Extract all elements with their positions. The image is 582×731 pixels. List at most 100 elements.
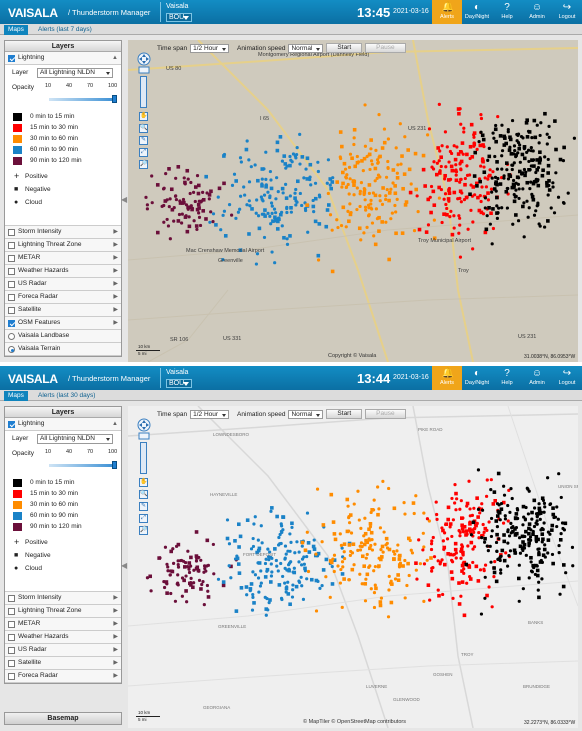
layer-checkbox[interactable] [8, 608, 15, 615]
extent-tool-icon[interactable]: ⤢ [139, 148, 148, 157]
pan-control-icon[interactable] [137, 418, 151, 440]
layer-checkbox[interactable] [8, 229, 15, 236]
admin-button[interactable]: ☺ Admin [522, 0, 552, 24]
layer-row[interactable]: US Radar ▶ [5, 278, 121, 291]
tab-alerts[interactable]: Alerts (last 7 days) [38, 26, 92, 33]
start-button[interactable]: Start [326, 43, 363, 53]
time-span-select[interactable]: 1/2 Hour [190, 43, 230, 53]
chevron-up-icon[interactable]: ▲ [112, 55, 118, 61]
layer-row[interactable]: Foreca Radar ▶ [5, 291, 121, 304]
lightning-checkbox[interactable] [8, 421, 15, 428]
chevron-right-icon[interactable]: ▶ [113, 320, 118, 326]
zoom-box-tool-icon[interactable]: 🔎 [139, 526, 148, 535]
chevron-right-icon[interactable]: ▶ [113, 242, 118, 248]
tab-maps[interactable]: Maps [4, 391, 28, 401]
pause-button[interactable]: Pause [365, 43, 406, 53]
layer-checkbox[interactable] [8, 595, 15, 602]
logout-button[interactable]: ↪ Logout [552, 366, 582, 390]
chevron-right-icon[interactable]: ▶ [113, 255, 118, 261]
pan-control-icon[interactable] [137, 52, 151, 74]
layer-row[interactable]: Storm Intensity ▶ [5, 226, 121, 239]
layer-row[interactable]: METAR ▶ [5, 252, 121, 265]
layer-checkbox[interactable] [8, 255, 15, 262]
layer-checkbox[interactable] [8, 268, 15, 275]
layer-row[interactable]: Satellite ▶ [5, 657, 121, 670]
chevron-right-icon[interactable]: ▶ [113, 294, 118, 300]
zoom-bar[interactable] [140, 76, 147, 108]
opacity-slider[interactable] [49, 95, 117, 103]
layer-checkbox[interactable] [8, 660, 15, 667]
alerts-button[interactable]: 🔔 Alerts [432, 0, 462, 24]
basemap-radio[interactable] [8, 346, 15, 353]
layer-row[interactable]: Lightning Threat Zone ▶ [5, 605, 121, 618]
layer-row[interactable]: Lightning Threat Zone ▶ [5, 239, 121, 252]
basemap-header[interactable]: Basemap [4, 712, 122, 725]
layer-checkbox[interactable] [8, 634, 15, 641]
start-button[interactable]: Start [326, 409, 363, 419]
layer-checkbox[interactable] [8, 242, 15, 249]
map-view[interactable]: US 80 Montgomery Regional Airport (Dannel… [128, 40, 578, 362]
basemap-radio[interactable] [8, 333, 15, 340]
logout-button[interactable]: ↪ Logout [552, 0, 582, 24]
extent-tool-icon[interactable]: ⤢ [139, 514, 148, 523]
chevron-up-icon[interactable]: ▲ [112, 421, 118, 427]
layer-checkbox[interactable] [8, 294, 15, 301]
opacity-slider[interactable] [49, 461, 117, 469]
help-button[interactable]: ? Help [492, 366, 522, 390]
collapse-sidebar-icon[interactable]: ◀ [121, 195, 128, 204]
layer-checkbox[interactable] [8, 320, 15, 327]
zoom-bar[interactable] [140, 442, 147, 474]
chevron-right-icon[interactable]: ▶ [113, 229, 118, 235]
layer-checkbox[interactable] [8, 673, 15, 680]
opacity-slider-handle[interactable] [112, 461, 117, 469]
site-select[interactable]: BOU [166, 379, 192, 388]
layer-select[interactable]: All Lightning NLDN [37, 434, 113, 444]
layer-checkbox[interactable] [8, 307, 15, 314]
zoom-box-tool-icon[interactable]: 🔎 [139, 160, 148, 169]
layer-row[interactable]: Weather Hazards ▶ [5, 265, 121, 278]
measure-tool-icon[interactable]: ✎ [139, 136, 148, 145]
chevron-right-icon[interactable]: ▶ [113, 268, 118, 274]
layer-row[interactable]: Foreca Radar ▶ [5, 670, 121, 683]
lightning-checkbox[interactable] [8, 55, 15, 62]
time-span-select[interactable]: 1/2 Hour [190, 409, 230, 419]
pan-arrows-icon[interactable] [137, 418, 151, 440]
layer-checkbox[interactable] [8, 281, 15, 288]
alerts-button[interactable]: 🔔 Alerts [432, 366, 462, 390]
animation-speed-select[interactable]: Normal [288, 43, 324, 53]
map-view[interactable]: LOWNDESBORO PIKE ROAD HAYNEVILLE FORT DEPOS… [128, 406, 578, 728]
chevron-right-icon[interactable]: ▶ [113, 608, 118, 614]
help-button[interactable]: ? Help [492, 0, 522, 24]
animation-speed-select[interactable]: Normal [288, 409, 324, 419]
chevron-right-icon[interactable]: ▶ [113, 673, 118, 679]
opacity-slider-handle[interactable] [112, 95, 117, 103]
layer-row[interactable]: US Radar ▶ [5, 644, 121, 657]
chevron-right-icon[interactable]: ▶ [113, 621, 118, 627]
chevron-right-icon[interactable]: ▶ [113, 595, 118, 601]
site-select[interactable]: BOU [166, 13, 192, 22]
collapse-sidebar-icon[interactable]: ◀ [121, 561, 128, 570]
layer-row[interactable]: METAR ▶ [5, 618, 121, 631]
layer-row[interactable]: OSM Features ▶ [5, 317, 121, 330]
tab-alerts[interactable]: Alerts (last 30 days) [38, 392, 96, 399]
pan-tool-icon[interactable]: ✋ [139, 478, 148, 487]
day-night-button[interactable]: ◐ Day/Night [462, 366, 492, 390]
pause-button[interactable]: Pause [365, 409, 406, 419]
layer-select[interactable]: All Lightning NLDN [37, 68, 113, 78]
layer-checkbox[interactable] [8, 621, 15, 628]
chevron-right-icon[interactable]: ▶ [113, 660, 118, 666]
layer-checkbox[interactable] [8, 647, 15, 654]
admin-button[interactable]: ☺ Admin [522, 366, 552, 390]
zoom-in-tool-icon[interactable]: 🔍 [139, 490, 148, 499]
layer-row-lightning[interactable]: Lightning ▲ [5, 418, 121, 431]
tab-maps[interactable]: Maps [4, 25, 28, 35]
layer-row[interactable]: Vaisala Terrain [5, 343, 121, 356]
pan-arrows-icon[interactable] [137, 52, 151, 74]
day-night-button[interactable]: ◐ Day/Night [462, 0, 492, 24]
measure-tool-icon[interactable]: ✎ [139, 502, 148, 511]
layer-row[interactable]: Storm Intensity ▶ [5, 592, 121, 605]
layer-row[interactable]: Weather Hazards ▶ [5, 631, 121, 644]
chevron-right-icon[interactable]: ▶ [113, 281, 118, 287]
